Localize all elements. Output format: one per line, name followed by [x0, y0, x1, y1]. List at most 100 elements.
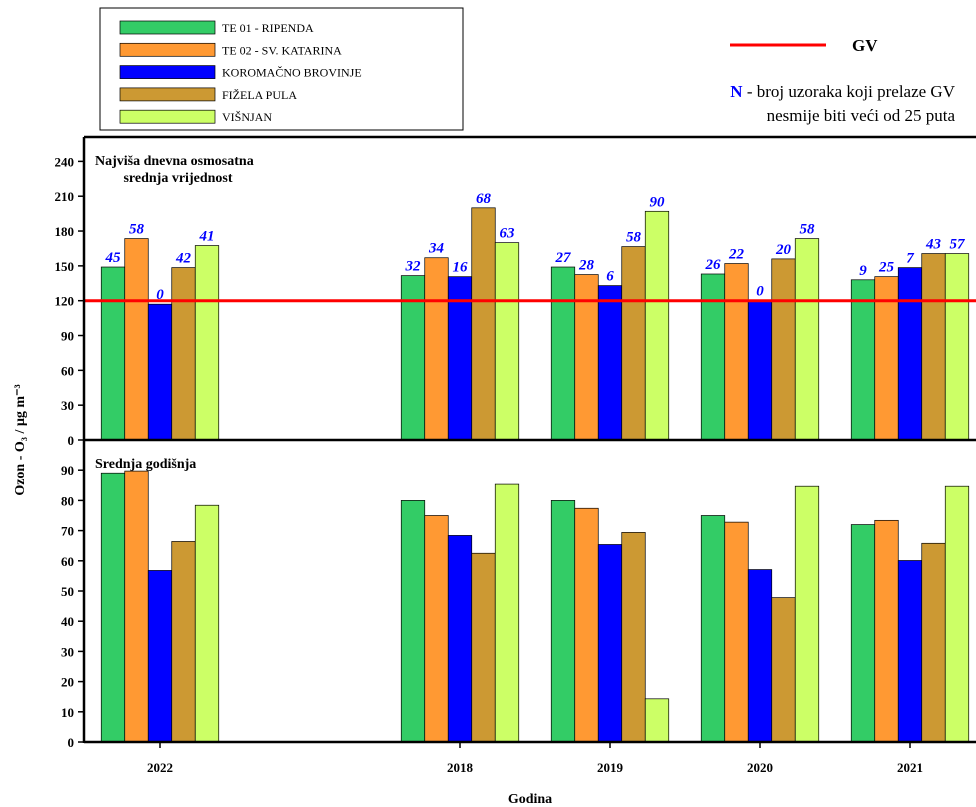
- exceedance-label: 0: [156, 287, 164, 303]
- bar: [494, 242, 520, 441]
- bar: [471, 552, 496, 743]
- exceedance-label: 7: [906, 251, 914, 267]
- note: N - broj uzoraka koji prelaze GV: [730, 82, 955, 101]
- legend-swatch: [119, 87, 216, 102]
- bar: [644, 698, 670, 743]
- exceedance-label: 0: [756, 284, 764, 300]
- y-tick-label: 60: [61, 554, 74, 569]
- bar: [771, 597, 796, 743]
- panel-title: Najviša dnevna osmosatna: [95, 154, 254, 169]
- bar: [724, 521, 749, 743]
- bar: [897, 560, 923, 743]
- exceedance-label: 58: [626, 230, 642, 246]
- y-tick-label: 50: [61, 584, 74, 599]
- note-key: N: [730, 82, 743, 101]
- exceedance-label: 34: [428, 241, 445, 257]
- bar: [194, 245, 220, 441]
- exceedance-label: 90: [650, 194, 666, 210]
- legend-label: KOROMAČNO BROVINJE: [222, 66, 362, 80]
- legend-swatch: [119, 65, 216, 79]
- bar: [921, 253, 946, 441]
- y-axis-label: Ozon - O₃ / µg m⁻³: [13, 384, 28, 495]
- bar: [171, 541, 196, 743]
- bar: [124, 470, 149, 743]
- bar: [621, 532, 646, 743]
- bar: [424, 515, 449, 743]
- y-tick-label: 30: [61, 398, 74, 413]
- bar: [850, 279, 876, 441]
- bar: [447, 535, 473, 743]
- y-tick-label: 0: [68, 735, 75, 750]
- x-tick-label: 2018: [447, 760, 474, 775]
- legend-label: VIŠNJAN: [222, 110, 272, 124]
- y-tick-label: 210: [55, 189, 75, 204]
- y-tick-label: 120: [55, 294, 75, 309]
- exceedance-label: 58: [129, 222, 145, 238]
- note-line: nesmije biti veći od 25 puta: [767, 106, 956, 125]
- y-tick-label: 180: [55, 224, 75, 239]
- y-tick-label: 60: [61, 363, 74, 378]
- bar: [850, 524, 876, 743]
- exceedance-label: 57: [950, 237, 966, 253]
- bar: [700, 515, 726, 743]
- bar: [597, 544, 623, 743]
- bar: [147, 303, 173, 441]
- y-tick-label: 20: [61, 675, 74, 690]
- exceedance-label: 20: [775, 242, 792, 258]
- reference-legend-label: GV: [852, 36, 878, 55]
- legend-swatch: [119, 42, 216, 57]
- bar: [724, 263, 749, 441]
- exceedance-label: 6: [606, 269, 614, 285]
- y-tick-label: 40: [61, 614, 74, 629]
- bar: [194, 504, 220, 743]
- bar: [471, 207, 496, 441]
- bar: [771, 258, 796, 441]
- exceedance-label: 27: [555, 250, 572, 266]
- y-tick-label: 90: [61, 463, 74, 478]
- bar: [597, 285, 623, 441]
- bar: [171, 267, 196, 441]
- bar: [550, 266, 576, 441]
- exceedance-label: 25: [878, 260, 895, 276]
- bar: [550, 500, 576, 743]
- exceedance-label: 28: [578, 258, 595, 274]
- bar: [400, 500, 426, 743]
- x-tick-label: 2020: [747, 760, 773, 775]
- legend-label: TE 02 - SV. KATARINA: [222, 43, 342, 57]
- exceedance-label: 58: [800, 222, 816, 238]
- bar: [747, 300, 773, 441]
- bar: [897, 267, 923, 441]
- bar: [574, 507, 599, 743]
- bar: [794, 485, 820, 743]
- exceedance-label: 9: [859, 263, 867, 279]
- exceedance-label: 43: [925, 237, 942, 253]
- bar: [424, 257, 449, 441]
- exceedance-label: 45: [105, 250, 122, 266]
- exceedance-label: 26: [705, 257, 722, 273]
- y-tick-label: 10: [61, 705, 74, 720]
- bar: [100, 266, 126, 441]
- bar: [794, 238, 820, 441]
- bar: [100, 472, 126, 743]
- y-tick-label: 150: [55, 259, 75, 274]
- bar: [944, 253, 970, 441]
- legend-label: TE 01 - RIPENDA: [222, 21, 314, 35]
- exceedance-label: 63: [500, 226, 516, 242]
- bar: [494, 483, 520, 743]
- x-axis-label: Godina: [508, 792, 552, 807]
- y-tick-label: 240: [55, 154, 75, 169]
- exceedance-label: 16: [453, 260, 469, 276]
- exceedance-label: 22: [728, 247, 745, 263]
- bar: [747, 569, 773, 743]
- exceedance-label: 32: [405, 259, 422, 275]
- y-tick-label: 90: [61, 329, 74, 344]
- legend-label: FIŽELA PULA: [222, 88, 297, 102]
- bar: [621, 246, 646, 441]
- bar: [921, 542, 946, 743]
- x-tick-label: 2022: [147, 760, 173, 775]
- note-line: - broj uzoraka koji prelaze GV: [747, 82, 956, 101]
- y-tick-label: 0: [68, 433, 75, 448]
- bar: [874, 519, 899, 743]
- y-tick-label: 70: [61, 524, 74, 539]
